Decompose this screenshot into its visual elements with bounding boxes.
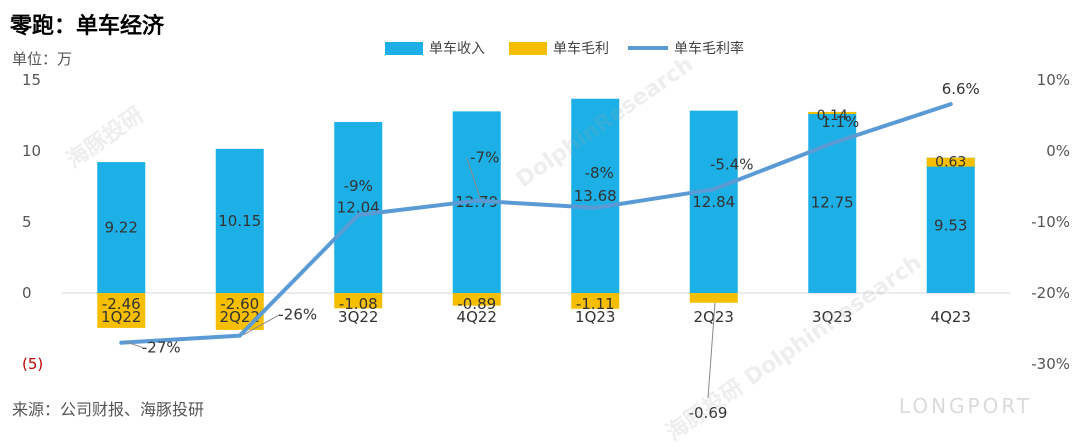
margin-bar <box>452 293 501 306</box>
rate-data-label: -8% <box>585 164 614 182</box>
legend-swatch-revenue <box>385 41 423 55</box>
rate-data-label: 6.6% <box>942 80 980 98</box>
revenue-bar <box>334 122 383 293</box>
right-tick-label: -30% <box>1031 355 1070 373</box>
category-label: 1Q22 <box>101 308 141 326</box>
margin-data-label: -0.69 <box>689 404 728 422</box>
revenue-data-label: 9.22 <box>105 219 138 237</box>
left-tick-label: 15 <box>22 71 41 89</box>
rate-label-leader <box>466 157 482 200</box>
category-label: 4Q23 <box>931 308 971 326</box>
legend-swatch-rate <box>628 46 668 50</box>
rate-data-label: -7% <box>470 149 499 167</box>
rate-point <box>711 187 716 192</box>
revenue-data-label: 12.84 <box>692 193 735 211</box>
rate-point <box>830 141 835 146</box>
margin-data-label: 0.63 <box>935 155 966 171</box>
unit-label: 单位：万 <box>12 50 73 68</box>
rate-point <box>119 340 124 345</box>
revenue-bar <box>926 157 975 293</box>
chart-canvas: (5) 0 5 10 15 -30% -20% -10% 0% 10% 1Q22 2Q22 3Q22 4Q… <box>22 71 1070 422</box>
margin-bar <box>334 293 383 309</box>
category-label: 2Q22 <box>220 308 260 326</box>
rate-point <box>593 205 598 210</box>
left-tick-label: 0 <box>22 284 32 302</box>
left-tick-label: (5) <box>22 355 43 373</box>
source-label: 来源：公司财报、海豚投研 <box>12 400 205 419</box>
legend-label-rate: 单车毛利率 <box>674 41 744 57</box>
category-label: 4Q22 <box>457 308 497 326</box>
revenue-bar <box>97 162 146 293</box>
margin-bar <box>808 111 857 114</box>
rate-data-label: -27% <box>142 339 181 357</box>
right-tick-label: 10% <box>1037 71 1070 89</box>
rate-data-label: 1.1% <box>821 113 859 131</box>
right-tick-label: -10% <box>1031 213 1070 231</box>
legend: 单车收入 单车毛利 单车毛利率 <box>0 38 1080 60</box>
rate-point <box>948 102 953 107</box>
margin-bar <box>926 157 975 167</box>
revenue-bar <box>215 148 264 293</box>
rate-point <box>356 212 361 217</box>
chart-title: 零跑：单车经济 <box>10 14 165 39</box>
legend-label-revenue: 单车收入 <box>429 41 485 57</box>
margin-bar <box>215 293 264 330</box>
legend-item-revenue: 单车收入 <box>385 38 485 58</box>
margin-bar <box>689 293 738 303</box>
revenue-data-label: 13.68 <box>574 187 617 205</box>
margin-bar <box>97 293 146 328</box>
rate-label-leader <box>243 314 280 336</box>
right-tick-label: -20% <box>1031 284 1070 302</box>
margin-data-label: -1.08 <box>339 295 378 313</box>
rate-label-leader <box>125 341 144 349</box>
rate-data-label: -5.4% <box>710 155 754 173</box>
right-tick-label: 0% <box>1046 142 1070 160</box>
rate-data-label: -26% <box>278 306 317 324</box>
margin-label-leader <box>707 302 716 399</box>
rate-data-label: -9% <box>344 177 373 195</box>
margin-bar <box>571 293 620 309</box>
legend-swatch-margin <box>509 41 547 55</box>
revenue-data-label: 9.53 <box>934 216 967 234</box>
revenue-data-label: 10.15 <box>218 212 261 230</box>
rate-line <box>121 102 952 345</box>
legend-item-rate: 单车毛利率 <box>628 38 744 58</box>
left-tick-label: 10 <box>22 142 41 160</box>
left-tick-label: 5 <box>22 213 32 231</box>
watermark-logo: LONGPORT <box>898 394 1032 418</box>
margin-data-label: -0.89 <box>457 295 496 313</box>
legend-item-margin: 单车毛利 <box>509 38 609 58</box>
revenue-bar <box>689 110 738 293</box>
margin-data-label: -2.60 <box>220 295 259 313</box>
margin-data-label: 0.14 <box>817 108 848 124</box>
rate-point <box>474 198 479 203</box>
category-label: 3Q23 <box>812 308 852 326</box>
category-label: 3Q22 <box>338 308 378 326</box>
margin-data-label: -2.46 <box>102 295 141 313</box>
rate-point <box>237 333 242 338</box>
margin-data-label: -1.11 <box>576 295 615 313</box>
revenue-bar <box>571 98 620 293</box>
legend-label-margin: 单车毛利 <box>553 41 609 57</box>
revenue-data-label: 12.75 <box>811 193 854 211</box>
category-label: 1Q23 <box>575 308 615 326</box>
